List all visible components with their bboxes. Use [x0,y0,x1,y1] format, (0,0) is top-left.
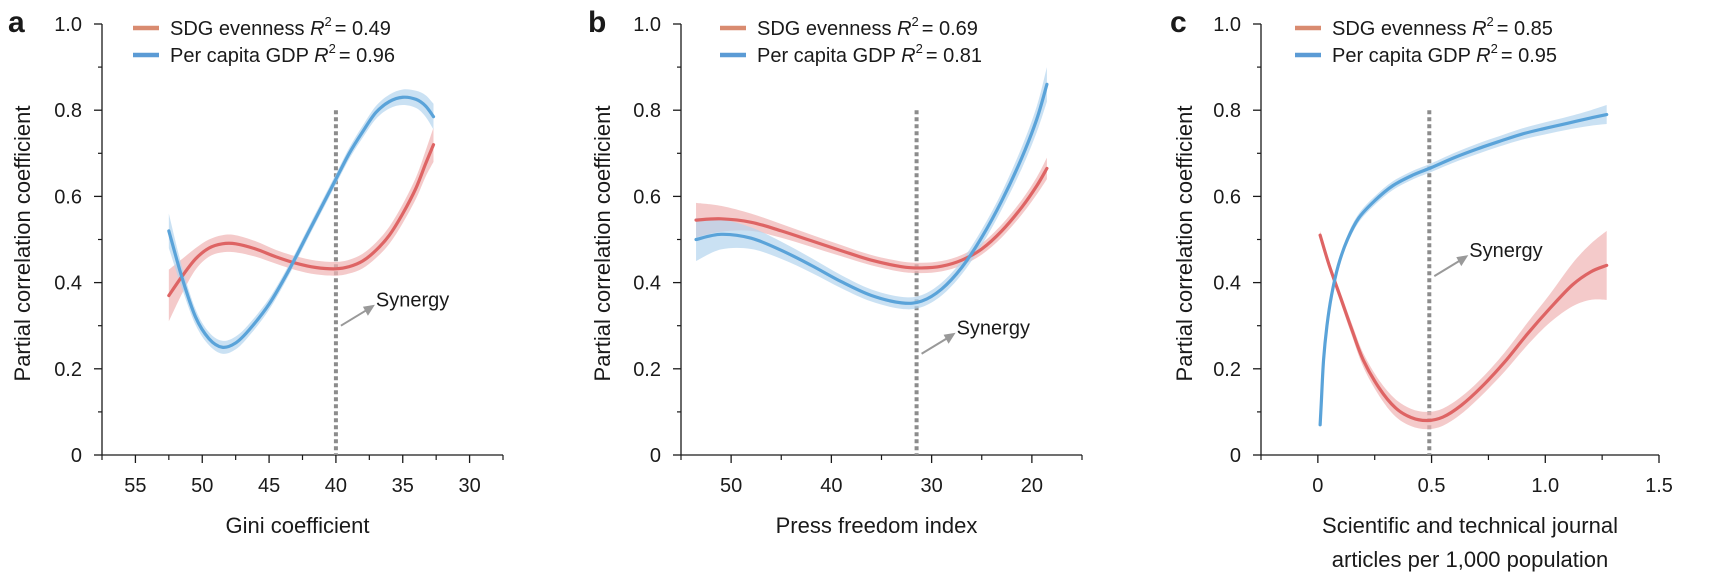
y-tick-label: 0.6 [633,186,661,208]
gdp-line [167,95,436,349]
y-tick-label: 0 [1230,445,1241,467]
y-tick-label: 0.4 [54,273,82,295]
gdp-ci-band [696,67,1047,310]
y-tick-label: 0.6 [54,186,82,208]
legend-r2-label: R [901,45,915,67]
y-axis-title: Partial correlation coefficient [590,106,615,382]
y-tick-label: 0.8 [1213,100,1241,122]
synergy-arrowhead-icon [1456,255,1469,267]
synergy-arrowhead-icon [362,304,375,316]
panel-c: c Partial correlation coefficient 0 0.2 0.4 0… [1170,6,1673,572]
y-axis-title: Partial correlation coefficient [1172,106,1197,382]
legend-series-name: Per capita GDP [170,45,309,67]
x-tick-label: 20 [1021,475,1043,497]
legend-label: SDG evenness R2 = 0.69 [757,14,978,40]
x-tick-label: 50 [191,475,213,497]
legend-label: SDG evenness R2 = 0.85 [1332,14,1553,40]
y-tick-label: 0 [650,445,661,467]
legend-r2-superscript: 2 [1487,14,1494,29]
legend-r2-value: = 0.96 [339,45,395,67]
legend-series-name: Per capita GDP [1332,45,1471,67]
legend-r2-value: = 0.95 [1501,45,1557,67]
x-tick-label: 1.5 [1645,475,1673,497]
y-tick-label: 0.8 [54,100,82,122]
legend-r2-label: R [897,18,911,40]
legend-r2-label: R [1472,18,1486,40]
x-tick-label: 30 [458,475,480,497]
y-tick-label: 1.0 [1213,14,1241,36]
legend-item-gdp: Per capita GDP R2 = 0.96 [133,41,395,67]
y-tick-label: 0.2 [1213,359,1241,381]
sdg-line [694,166,1049,270]
synergy-label: Synergy [1469,240,1542,262]
y-tick-label: 0.8 [633,100,661,122]
legend-series-name: SDG evenness [757,18,892,40]
synergy-arrowhead-icon [943,332,956,344]
panel-letter: a [8,6,25,39]
legend-r2-label: R [310,18,324,40]
panel-b: b Partial correlation coefficient 0 0.2 0.4 0… [588,6,1083,538]
sdg-line [1318,233,1609,423]
gdp-line [694,82,1049,305]
legend-r2-superscript: 2 [1491,41,1498,56]
legend-label: SDG evenness R2 = 0.49 [170,14,391,40]
legend-r2-superscript: 2 [912,14,919,29]
x-axis-title: Press freedom index [776,513,978,538]
x-tick-label: 45 [258,475,280,497]
legend-series-name: SDG evenness [170,18,305,40]
legend-r2-value: = 0.49 [335,18,391,40]
x-tick-label: 50 [720,475,742,497]
x-axis-title-line: Scientific and technical journal [1322,513,1618,538]
legend-item-sdg: SDG evenness R2 = 0.49 [133,14,391,40]
legend-item-gdp: Per capita GDP R2 = 0.81 [720,41,982,67]
panel-letter: c [1170,6,1187,39]
x-tick-label: 1.0 [1531,475,1559,497]
legend-r2-label: R [314,45,328,67]
y-tick-label: 0 [71,445,82,467]
legend-label: Per capita GDP R2 = 0.95 [1332,41,1557,67]
x-tick-label: 0 [1312,475,1323,497]
legend-series-name: Per capita GDP [757,45,896,67]
x-tick-label: 40 [820,475,842,497]
panel-a: a Partial correlation coefficient 0 0.2 0.4 0… [8,6,504,538]
x-tick-label: 0.5 [1418,475,1446,497]
legend-series-name: SDG evenness [1332,18,1467,40]
x-tick-label: 55 [124,475,146,497]
y-tick-label: 0.4 [1213,273,1241,295]
y-tick-label: 0.2 [633,359,661,381]
legend-item-gdp: Per capita GDP R2 = 0.95 [1295,41,1557,67]
y-axis-title: Partial correlation coefficient [10,106,35,382]
legend-label: Per capita GDP R2 = 0.81 [757,41,982,67]
x-axis-title: Gini coefficient [226,513,370,538]
x-axis-title-line: articles per 1,000 population [1332,547,1608,572]
legend-r2-superscript: 2 [916,41,923,56]
legend-label: Per capita GDP R2 = 0.96 [170,41,395,67]
y-tick-label: 1.0 [54,14,82,36]
synergy-label: Synergy [376,290,449,312]
y-tick-label: 1.0 [633,14,661,36]
panel-letter: b [588,6,606,39]
synergy-arrow [1433,258,1463,277]
legend-r2-value: = 0.85 [1497,18,1553,40]
legend-r2-label: R [1476,45,1490,67]
legend-item-sdg: SDG evenness R2 = 0.69 [720,14,978,40]
y-tick-label: 0.6 [1213,186,1241,208]
legend-item-sdg: SDG evenness R2 = 0.85 [1295,14,1553,40]
legend-r2-superscript: 2 [329,41,336,56]
x-tick-label: 35 [392,475,414,497]
gdp-line [1318,112,1609,427]
legend-r2-value: = 0.81 [926,45,982,67]
x-tick-label: 30 [921,475,943,497]
y-tick-label: 0.2 [54,359,82,381]
synergy-arrow [921,335,951,355]
legend-r2-value: = 0.69 [922,18,978,40]
x-tick-label: 40 [325,475,347,497]
synergy-label: Synergy [957,318,1030,340]
sdg-line [167,143,436,298]
synergy-arrow [340,307,370,327]
legend-r2-superscript: 2 [325,14,332,29]
y-tick-label: 0.4 [633,273,661,295]
